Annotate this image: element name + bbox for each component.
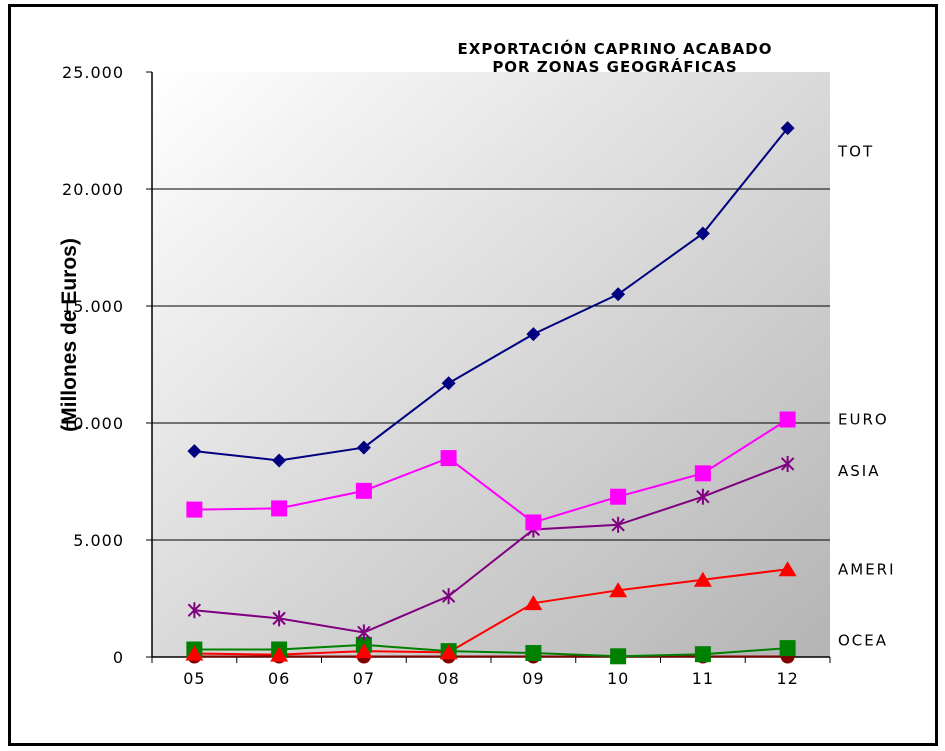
- plot-area: [152, 72, 830, 657]
- x-tick-label: 11: [692, 669, 714, 688]
- x-tick-label: 10: [607, 669, 629, 688]
- data-point-asia: [696, 488, 710, 505]
- data-point-asia: [441, 588, 456, 605]
- data-point-euro: [525, 514, 542, 531]
- data-point-euro: [271, 500, 288, 517]
- series-label-ameri: AMERI: [838, 560, 896, 578]
- x-tick-label: 07: [353, 669, 375, 688]
- data-point-euro: [610, 488, 627, 505]
- data-point-ocea: [525, 645, 542, 662]
- x-tick-label: 06: [268, 669, 290, 688]
- data-point-euro: [779, 411, 796, 428]
- data-point-ameri: [778, 561, 797, 577]
- series-label-asia: ASIA: [838, 462, 880, 480]
- y-tick-label: 25.000: [62, 63, 124, 82]
- y-tick-label: 0: [113, 648, 124, 667]
- chart-title-line1: EXPORTACIÓN CAPRINO ACABADO: [458, 39, 773, 58]
- data-point-ocea: [779, 640, 796, 657]
- data-point-asia: [780, 455, 795, 472]
- data-point-asia: [611, 516, 625, 533]
- data-point-asia: [357, 624, 371, 641]
- series-line-euro: [194, 418, 789, 524]
- series-label-tot: TOT: [837, 143, 874, 161]
- data-point-asia: [187, 602, 202, 619]
- data-point-ocea: [694, 646, 711, 663]
- y-tick-label: 20.000: [62, 180, 124, 199]
- data-point-ameri: [693, 571, 712, 587]
- data-point-tot: [695, 226, 710, 241]
- series-line-ocea: [194, 643, 788, 658]
- y-axis-label: (Millones de Euros): [58, 238, 81, 432]
- x-tick-label: 05: [183, 669, 205, 688]
- series-label-ocea: OCEA: [838, 632, 888, 650]
- x-tick-label: 08: [437, 669, 459, 688]
- x-tick-label: 09: [522, 669, 544, 688]
- data-point-euro: [186, 501, 203, 518]
- data-point-ameri: [185, 645, 204, 661]
- data-point-tot: [441, 376, 456, 391]
- data-point-asia: [272, 610, 286, 627]
- series-line-tot: [194, 127, 789, 462]
- y-tick-label: 15.000: [62, 297, 124, 316]
- data-point-tot: [187, 444, 202, 459]
- data-point-euro: [694, 465, 711, 482]
- data-point-ameri: [524, 595, 543, 611]
- data-point-tot: [611, 287, 626, 302]
- y-tick-label: 10.000: [62, 414, 124, 433]
- x-tick-label: 12: [776, 669, 798, 688]
- data-point-tot: [356, 440, 371, 455]
- data-point-ameri: [354, 643, 373, 659]
- data-point-ameri: [609, 582, 628, 598]
- series-line-asia: [194, 463, 788, 634]
- chart-title-line2: POR ZONAS GEOGRÁFICAS: [492, 57, 737, 76]
- series-label-euro: EURO: [838, 410, 889, 428]
- data-point-tot: [272, 453, 287, 468]
- data-point-ocea: [610, 648, 627, 665]
- y-tick-label: 5.000: [73, 531, 124, 550]
- data-point-ameri: [439, 644, 458, 660]
- series-line-ameri: [194, 568, 788, 656]
- data-point-tot: [526, 327, 541, 342]
- data-point-euro: [355, 482, 372, 499]
- data-point-tot: [780, 121, 795, 136]
- data-point-ameri: [270, 646, 289, 662]
- data-point-euro: [440, 450, 457, 467]
